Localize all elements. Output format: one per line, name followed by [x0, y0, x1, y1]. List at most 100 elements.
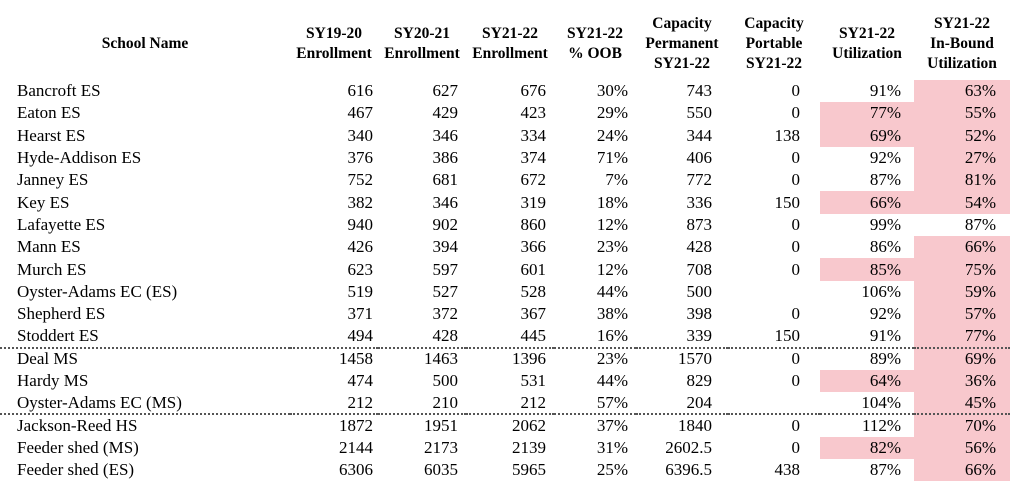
sy21-22-pct-oob-cell: 23% — [596, 349, 628, 369]
row-spacer — [1010, 459, 1024, 481]
capacity-permanent-cell: 204 — [636, 392, 728, 416]
sy19-20-enrollment-cell: 1458 — [339, 349, 373, 369]
sy20-21-enrollment-cell: 500 — [432, 371, 459, 390]
sy21-22-pct-oob-cell: 7% — [605, 170, 628, 190]
sy21-22-utilization-cell: 106% — [861, 281, 901, 301]
sy20-21-enrollment-cell: 902 — [432, 214, 459, 234]
capacity-permanent-cell: 2602.5 — [665, 437, 712, 457]
sy20-21-enrollment-cell: 1463 — [424, 349, 458, 369]
row-spacer — [1010, 437, 1024, 459]
sy21-22-inbound-utilization-cell: 57% — [914, 302, 1010, 326]
sy21-22-pct-oob-cell: 29% — [596, 103, 628, 123]
sy21-22-inbound-utilization-cell: 70% — [914, 414, 1010, 437]
table-row: Feeder shed (MS) 2144 2173 2139 31% 2602.5 0 82… — [0, 436, 1024, 460]
sy20-21-enrollment-cell: 2173 — [424, 437, 458, 457]
col-header-capacity-permanent: Capacity Permanent SY21-22 — [645, 14, 719, 73]
sy21-22-enrollment-cell: 367 — [520, 304, 547, 324]
sy21-22-enrollment-cell: 676 — [520, 81, 547, 101]
table-row: Mann ES 426 394 366 23% 428 0 86% 66% — [0, 236, 1024, 259]
capacity-portable-cell: 0 — [791, 349, 801, 369]
sy19-20-enrollment-cell: 494 — [290, 325, 378, 349]
sy20-21-enrollment-cell: 428 — [378, 325, 466, 349]
sy21-22-inbound-utilization-cell: 56% — [914, 436, 1010, 460]
capacity-permanent-cell: 550 — [686, 103, 713, 123]
capacity-permanent-cell: 772 — [686, 170, 713, 190]
sy21-22-utilization-cell: 86% — [869, 237, 901, 257]
row-spacer — [1010, 414, 1024, 436]
capacity-portable-cell: 0 — [791, 237, 801, 257]
sy21-22-enrollment-cell: 334 — [520, 125, 547, 145]
sy21-22-inbound-utilization-cell: 66% — [914, 459, 1010, 482]
sy21-22-pct-oob-cell: 16% — [554, 325, 636, 349]
row-spacer — [1010, 147, 1024, 169]
sy21-22-utilization-cell: 99% — [869, 214, 901, 234]
sy21-22-inbound-utilization-cell: 55% — [914, 102, 1010, 125]
capacity-portable-cell: 0 — [791, 416, 801, 436]
sy21-22-pct-oob-cell: 57% — [554, 392, 636, 416]
sy21-22-utilization-cell: 91% — [869, 81, 901, 101]
capacity-permanent-cell: 873 — [686, 214, 713, 234]
sy19-20-enrollment-cell: 340 — [347, 125, 374, 145]
sy19-20-enrollment-cell: 376 — [347, 148, 374, 168]
school-name-cell: Mann ES — [17, 237, 81, 257]
table-row: Oyster-Adams EC (ES) 519 527 528 44% 500 106% 5… — [0, 280, 1024, 303]
sy21-22-utilization-cell: 104% — [820, 392, 914, 416]
sy21-22-pct-oob-cell: 18% — [596, 192, 628, 212]
school-name-cell: Hardy MS — [17, 371, 89, 390]
sy19-20-enrollment-cell: 474 — [347, 371, 374, 390]
school-name-cell: Feeder shed (ES) — [17, 460, 135, 480]
col-header-sy20-21-enrollment: SY20-21 Enrollment — [384, 24, 460, 62]
table-body: Bancroft ES 616 627 676 30% 743 0 91% 63% Eaton E… — [0, 80, 1024, 482]
school-name-cell: Eaton ES — [17, 103, 81, 123]
capacity-permanent-cell: 1840 — [678, 416, 712, 436]
table-row: Murch ES 623 597 601 12% 708 0 85% 75% — [0, 258, 1024, 281]
capacity-portable-cell: 438 — [774, 460, 801, 480]
school-name-cell: Stoddert ES — [0, 325, 290, 349]
sy19-20-enrollment-cell: 1872 — [339, 416, 373, 436]
sy21-22-pct-oob-cell: 24% — [596, 125, 628, 145]
school-name-cell: Janney ES — [17, 170, 89, 190]
sy20-21-enrollment-cell: 6035 — [424, 460, 458, 480]
sy21-22-enrollment-cell: 528 — [520, 281, 547, 301]
sy21-22-enrollment-cell: 601 — [520, 259, 547, 279]
table-row: Hyde-Addison ES 376 386 374 71% 406 0 92% 27% — [0, 146, 1024, 170]
row-spacer — [1010, 303, 1024, 325]
sy21-22-utilization-cell: 91% — [820, 325, 914, 349]
col-header-capacity-portable: Capacity Portable SY21-22 — [744, 14, 804, 73]
sy21-22-enrollment-cell: 319 — [520, 192, 547, 212]
capacity-portable-cell — [728, 281, 820, 303]
sy21-22-enrollment-cell: 374 — [520, 148, 547, 168]
capacity-portable-cell: 0 — [791, 81, 801, 101]
capacity-portable-cell: 150 — [728, 325, 820, 349]
sy19-20-enrollment-cell: 940 — [347, 214, 374, 234]
table-row: Oyster-Adams EC (MS) 212 210 212 57% 204 104% 4… — [0, 392, 1024, 416]
sy21-22-pct-oob-cell: 44% — [596, 371, 628, 390]
sy21-22-pct-oob-cell: 37% — [596, 416, 628, 436]
sy21-22-pct-oob-cell: 12% — [596, 259, 628, 279]
sy20-21-enrollment-cell: 394 — [432, 237, 459, 257]
sy21-22-utilization-cell: 69% — [820, 124, 914, 147]
table-row: Hardy MS 474 500 531 44% 829 0 64% 36% — [0, 369, 1024, 393]
row-spacer — [1010, 281, 1024, 303]
sy20-21-enrollment-cell: 527 — [432, 281, 459, 301]
sy21-22-enrollment-cell: 1396 — [512, 349, 546, 369]
sy20-21-enrollment-cell: 627 — [432, 81, 459, 101]
school-name-cell: Hearst ES — [17, 125, 86, 145]
school-name-cell: Shepherd ES — [17, 304, 106, 324]
row-spacer — [1010, 348, 1024, 370]
school-name-cell: Bancroft ES — [17, 81, 101, 101]
sy21-22-utilization-cell: 82% — [820, 436, 914, 460]
school-name-cell: Deal MS — [17, 349, 78, 369]
school-enrollment-capacity-table: School Name SY19-20 Enrollment SY20-21 E… — [0, 14, 1024, 482]
sy21-22-utilization-cell: 112% — [861, 416, 901, 436]
sy21-22-utilization-cell: 77% — [820, 102, 914, 125]
table-row: Deal MS 1458 1463 1396 23% 1570 0 89% 69% — [0, 347, 1024, 370]
row-spacer — [1010, 102, 1024, 124]
capacity-permanent-cell: 406 — [686, 148, 713, 168]
capacity-permanent-cell: 708 — [686, 259, 713, 279]
sy21-22-inbound-utilization-cell: 66% — [914, 236, 1010, 259]
sy20-21-enrollment-cell: 346 — [432, 125, 459, 145]
row-spacer — [1010, 392, 1024, 414]
sy21-22-pct-oob-cell: 31% — [596, 437, 628, 457]
capacity-permanent-cell: 428 — [686, 237, 713, 257]
